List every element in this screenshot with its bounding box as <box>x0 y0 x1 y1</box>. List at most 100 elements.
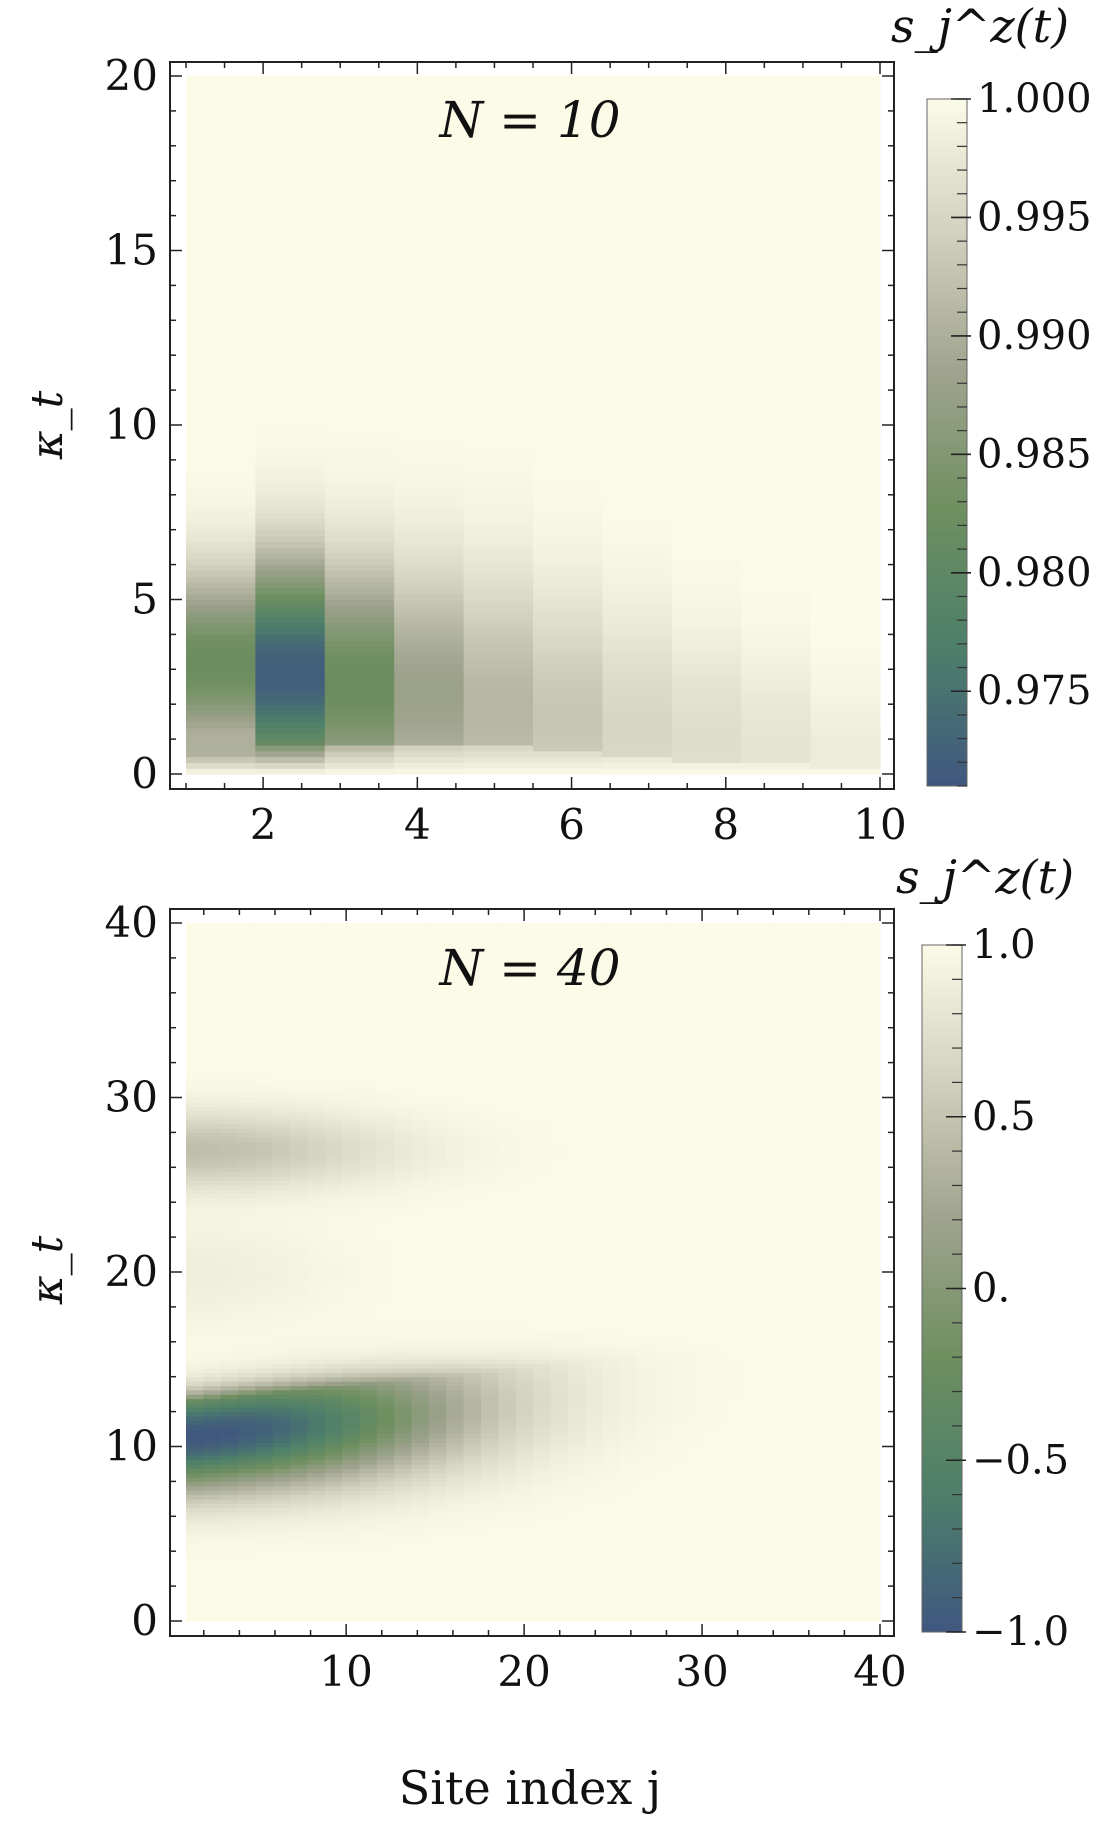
heatmap-cell <box>568 1276 586 1281</box>
heatmap-cell <box>290 1115 308 1120</box>
heatmap-cell <box>221 1604 239 1609</box>
heatmap-cell <box>221 1416 239 1421</box>
heatmap-cell <box>238 1176 256 1181</box>
heatmap-cell <box>307 1381 325 1386</box>
heatmap-cell <box>429 932 447 937</box>
heatmap-cell <box>412 1324 430 1329</box>
heatmap-cell <box>238 1399 256 1404</box>
heatmap-cell <box>741 76 811 82</box>
heatmap-cell <box>394 1407 412 1412</box>
heatmap-cell <box>672 506 742 512</box>
heatmap-cell <box>602 477 672 483</box>
heatmap-cell <box>360 1137 378 1142</box>
heatmap-cell <box>377 1394 395 1399</box>
heatmap-cell <box>464 477 534 483</box>
heatmap-cell <box>464 1542 482 1547</box>
heatmap-cell <box>498 1285 516 1290</box>
heatmap-cell <box>377 1050 395 1055</box>
heatmap-cell <box>360 1111 378 1116</box>
heatmap-cell <box>533 1604 551 1609</box>
heatmap-cell <box>516 1573 534 1578</box>
heatmap-cell <box>221 1285 239 1290</box>
heatmap-cell <box>273 1420 291 1425</box>
heatmap-cell <box>498 1211 516 1216</box>
heatmap-cell <box>394 1329 412 1334</box>
heatmap-cell <box>429 1560 447 1565</box>
heatmap-cell <box>533 1368 551 1373</box>
heatmap-cell <box>377 1329 395 1334</box>
heatmap-cell <box>377 1163 395 1168</box>
heatmap-cell <box>394 221 464 227</box>
heatmap-cell <box>481 1617 499 1622</box>
heatmap-cell <box>325 1137 343 1142</box>
heatmap-cell <box>203 1403 221 1408</box>
heatmap-cell <box>342 1377 360 1382</box>
heatmap-cell <box>290 1460 308 1465</box>
heatmap-cell <box>377 1119 395 1124</box>
heatmap-cell <box>307 1132 325 1137</box>
heatmap-cell <box>307 1582 325 1587</box>
heatmap-cell <box>811 448 881 454</box>
heatmap-cell <box>238 971 256 976</box>
heatmap-cell <box>360 1429 378 1434</box>
heatmap-cell <box>550 1577 568 1582</box>
heatmap-cell <box>203 1198 221 1203</box>
heatmap-cell <box>377 1080 395 1085</box>
heatmap-cell <box>533 1263 551 1268</box>
heatmap-cell <box>307 1080 325 1085</box>
heatmap-cell <box>394 1534 412 1539</box>
heatmap-cell <box>273 949 291 954</box>
heatmap-cell <box>464 402 534 408</box>
heatmap-cell <box>325 245 395 251</box>
heatmap-cell <box>412 1281 430 1286</box>
heatmap-cell <box>533 1036 551 1041</box>
heatmap-cell <box>273 1590 291 1595</box>
heatmap-cell <box>255 425 325 431</box>
heatmap-cell <box>307 1268 325 1273</box>
heatmap-cell <box>429 1390 447 1395</box>
heatmap-cell <box>533 576 603 582</box>
heatmap-cell <box>568 1303 586 1308</box>
heatmap-cell <box>568 1460 586 1465</box>
heatmap-cell <box>186 962 204 967</box>
heatmap-cell <box>186 361 256 367</box>
heatmap-cell <box>342 932 360 937</box>
heatmap-cell <box>325 663 395 669</box>
heatmap-cell <box>394 1490 412 1495</box>
heatmap-cell <box>255 472 325 478</box>
heatmap-cell <box>741 437 811 443</box>
heatmap-cell <box>273 1355 291 1360</box>
heatmap-cell <box>238 1276 256 1281</box>
heatmap-cell <box>325 570 395 576</box>
heatmap-cell <box>325 349 395 355</box>
heatmap-cell <box>186 140 256 146</box>
heatmap-cell <box>325 658 395 664</box>
heatmap-cell <box>464 1202 482 1207</box>
heatmap-cell <box>550 997 568 1002</box>
heatmap-cell <box>186 1220 204 1225</box>
heatmap-cell <box>394 454 464 460</box>
heatmap-cell <box>412 1193 430 1198</box>
heatmap-cell <box>533 483 603 489</box>
heatmap-cell <box>429 1058 447 1063</box>
heatmap-cell <box>811 390 881 396</box>
heatmap-cell <box>290 1015 308 1020</box>
heatmap-cell <box>203 1185 221 1190</box>
heatmap-cell <box>498 1023 516 1028</box>
heatmap-cell <box>464 652 534 658</box>
heatmap-cell <box>377 1307 395 1312</box>
heatmap-cell <box>221 1464 239 1469</box>
heatmap-cell <box>273 1521 291 1526</box>
heatmap-cell <box>412 1359 430 1364</box>
heatmap-cell <box>516 1215 534 1220</box>
heatmap-cell <box>325 757 395 763</box>
heatmap-cell <box>307 1255 325 1260</box>
heatmap-cell <box>550 1608 568 1613</box>
heatmap-cell <box>221 1307 239 1312</box>
heatmap-cell <box>498 1259 516 1264</box>
heatmap-cell <box>221 1128 239 1133</box>
heatmap-cell <box>498 1499 516 1504</box>
heatmap-cell <box>464 1355 482 1360</box>
heatmap-cell <box>255 303 325 309</box>
heatmap-cell <box>325 1342 343 1347</box>
